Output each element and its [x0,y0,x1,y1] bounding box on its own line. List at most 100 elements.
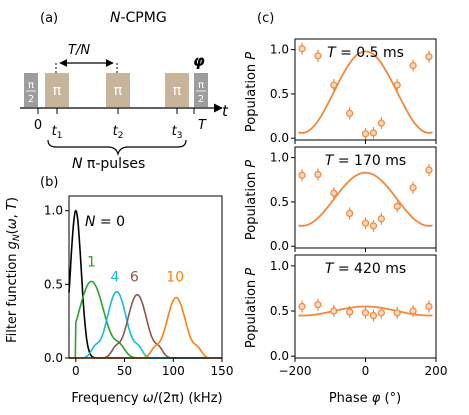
series-label-n1: 1 [87,255,96,271]
panel-b-xtick-label: 150 [211,364,234,378]
pi-pulse-2-label: π [114,83,123,99]
panel-a-title-n: N [110,10,121,26]
time-tick-label-t2: t2 [113,124,124,141]
data-point [377,215,385,223]
ytick-label: 0.0 [270,131,289,145]
population-plot-1: 0.0 0.5 1.0 T = 0.5 ms [270,38,437,145]
data-point [377,119,385,127]
ytick-label: 1.0 [270,259,289,273]
panel-title: T = 420 ms [325,261,406,277]
phi-label: φ [193,52,205,70]
time-tick-label-t3: t3 [172,124,183,141]
xtick-label: 0 [362,364,370,378]
ytick-label: 0.0 [270,349,289,363]
pi-pulse-3: π [165,73,189,107]
fit-curve [298,171,433,227]
pulse-brace [47,139,187,157]
panel-b-xlabel: Frequency ω/(2π) (kHz) [71,391,222,406]
ytick-label: 0.5 [270,304,289,318]
half-pi-start-den: 2 [28,94,34,105]
ytick-label: 0.5 [270,195,289,209]
panel-b-xtick-label: 0 [72,364,80,378]
ytick-label: 1.0 [270,43,289,57]
xtick-label: 200 [425,364,448,378]
panel-c-xlabel: Phase φ (°) [329,391,401,406]
data-point [369,311,378,320]
half-pi-end-den: 2 [198,94,204,105]
fit-curve [298,50,433,134]
data-point [346,209,354,218]
ytick-label: 1.0 [270,151,289,165]
data-point [361,219,370,227]
series-label-n10: 10 [166,269,184,285]
filter-curve-n0 [68,209,222,359]
data-point [425,166,433,174]
data-point [393,309,401,317]
time-tick-label-t1: t1 [52,124,63,141]
data-point [409,184,417,192]
data-point [377,309,385,317]
data-point [298,171,306,179]
panel-a: (a) N-CPMG T/N π 2 π [20,10,229,172]
population-plots: 0.0 0.5 1.0 T = 0.5 ms 0.0 0.5 1.0 T = 170 ms 0.… [270,38,448,378]
panel-b-xtick-label: 100 [162,364,185,378]
ytick-label: 0.0 [270,239,289,253]
data-point [314,52,322,60]
pi-pulse-1-label: π [53,83,62,99]
time-tick-label-T: T [198,118,207,133]
panel-b-ylabel: Filter function gN(ω, T) [5,197,22,343]
data-point [369,222,378,230]
panel-c-ylabel-1: Population P [244,52,259,132]
data-point [298,45,306,53]
panel-c: (c) 0.0 0.5 1.0 T = 0.5 ms 0.0 0.5 1.0 T = 170 … [244,11,447,406]
data-point [330,81,338,89]
xtick-label: −200 [279,364,312,378]
time-axis-label: t [222,102,229,120]
spacing-label: T/N [68,43,90,58]
panel-title: T = 0.5 ms [327,45,404,61]
pi-pulse-3-label: π [173,83,182,99]
panel-a-title-rest: -CPMG [120,10,166,26]
data-point [314,301,322,309]
pi-pulse-2: π [106,73,130,107]
data-point [361,309,370,317]
population-plot-3: 0.0 0.5 1.0 −200 0 200 T = 420 ms [270,254,448,378]
data-point [346,308,354,316]
data-point [330,189,338,197]
series-label-n6: 6 [130,269,139,285]
panel-a-label: (a) [40,11,58,26]
panel-title: T = 170 ms [325,153,406,169]
panel-b-label: (b) [40,175,58,190]
panel-b-xtick-label: 50 [117,364,132,378]
filter-curve-n1 [69,280,222,359]
panel-b-frame [68,195,223,359]
data-point [298,302,306,311]
half-pi-pulse-end: π 2 [194,73,208,107]
panel-b-ytick-label: 0.0 [44,351,63,365]
data-point [330,307,338,315]
fit-curve [298,305,433,317]
data-point [361,130,370,138]
data-point [425,53,433,61]
ytick-label: 0.5 [270,87,289,101]
data-point [393,202,401,210]
panel-a-title: N-CPMG [110,10,167,26]
pulse-caption-n: N [72,156,83,172]
data-point [369,129,378,137]
panel-c-ylabel-2: Population P [244,160,259,240]
n0-label: N = 0 [85,214,125,230]
half-pi-start-num: π [28,80,34,91]
data-point [393,81,401,89]
panel-b-ytick-label: 0.5 [44,277,63,291]
panel-c-ylabel-3: Population P [244,268,259,348]
data-point [409,307,417,315]
panel-c-label: (c) [257,11,274,26]
data-point [425,302,433,311]
data-point [409,61,417,70]
data-point [314,170,322,179]
time-tick-label-0: 0 [34,118,42,133]
data-point [346,109,354,118]
